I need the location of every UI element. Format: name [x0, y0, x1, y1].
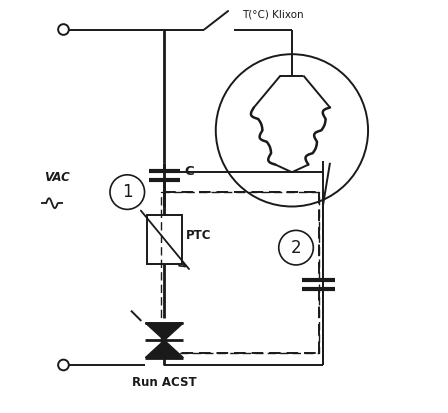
Text: 1: 1: [122, 183, 133, 201]
Text: C: C: [184, 165, 194, 178]
Polygon shape: [146, 323, 183, 340]
Bar: [147, 215, 181, 264]
Polygon shape: [146, 340, 183, 358]
Text: PTC: PTC: [186, 229, 211, 242]
Text: T(°C) Klixon: T(°C) Klixon: [242, 9, 304, 19]
Text: 2: 2: [291, 239, 302, 256]
Text: VAC: VAC: [44, 171, 69, 184]
Text: Run ACST: Run ACST: [132, 376, 197, 389]
